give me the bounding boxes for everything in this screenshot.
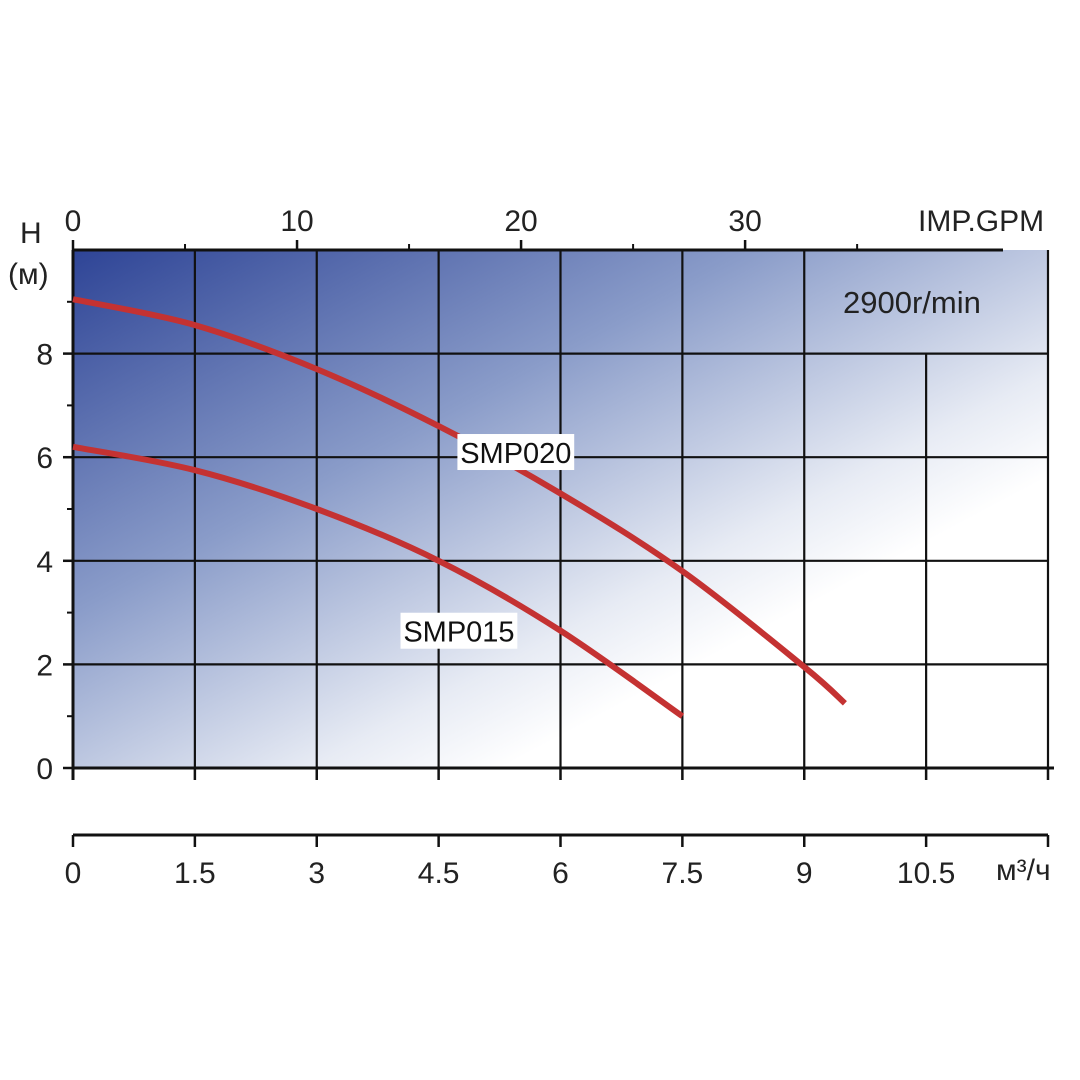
y-axis-title: H — [20, 217, 42, 250]
series-labels: SMP020 SMP015 — [400, 434, 575, 649]
series-label-box — [457, 434, 575, 471]
x-tick-label: 3 — [308, 857, 325, 890]
top-tick-label: 10 — [280, 205, 313, 238]
top-tick-label: 20 — [504, 205, 537, 238]
series-label-smp015: SMP015 — [403, 617, 514, 649]
x-tick-label: 1.5 — [174, 857, 216, 890]
x-tick-label: 9 — [796, 857, 813, 890]
y-axis-unit: (м) — [8, 258, 49, 291]
series-label-smp020: SMP020 — [460, 438, 571, 470]
y-tick-label: 0 — [36, 753, 53, 786]
x-tick-label: 4.5 — [418, 857, 460, 890]
top-tick-label: 0 — [65, 205, 82, 238]
x-tick-label: 0 — [65, 857, 82, 890]
y-tick-label: 8 — [36, 339, 53, 372]
x-top-axis-title: IMP.GPM — [918, 205, 1044, 238]
y-tick-label: 2 — [36, 649, 53, 682]
series-line-smp015 — [72, 443, 685, 719]
x-tick-label: 6 — [552, 857, 569, 890]
speed-annotation: 2900r/min — [843, 285, 981, 320]
y-tick-label: 6 — [36, 442, 53, 475]
axes: 0 2 4 6 8 0 1.5 3 4.5 6 7.5 9 10.5 0 10 20 30 — [36, 205, 1054, 890]
x-tick-label: 7.5 — [662, 857, 704, 890]
series-label-box — [400, 612, 518, 649]
top-tick-label: 30 — [728, 205, 761, 238]
x-tick-label: 10.5 — [897, 857, 955, 890]
x-axis-title: м³/ч — [996, 854, 1051, 887]
y-tick-label: 4 — [36, 546, 53, 579]
